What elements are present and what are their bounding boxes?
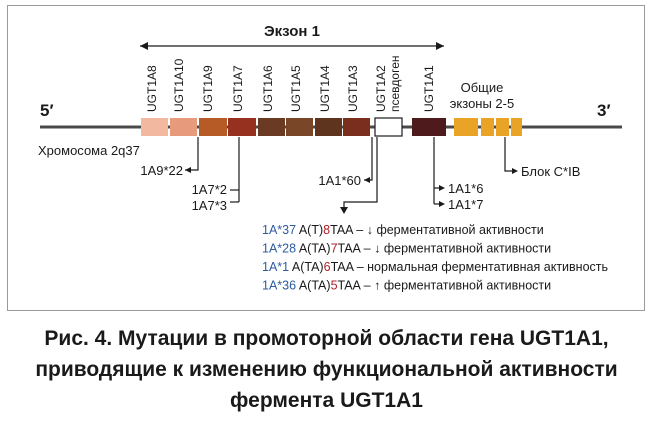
common-exons-label-line1: Общие (461, 80, 504, 95)
exon-box-ugt1a8 (141, 118, 168, 136)
common-exon-box-5 (511, 118, 522, 136)
exon-box-ugt1a10 (170, 118, 197, 136)
label-1a7-3: 1A7*3 (192, 198, 227, 213)
variant-allele: 1A*1 (262, 260, 292, 274)
variant-repeat-number: 5 (331, 279, 338, 293)
mutation-labels: 1A9*22 1A7*2 1A7*3 1A1*60 1A1*6 1A1*7 Бл… (140, 163, 580, 213)
label-1a7-2: 1A7*2 (192, 182, 227, 197)
variant-description: нормальная ферментативная активность (367, 260, 608, 274)
gene-label-ugt1a7: UGT1A7 (231, 65, 245, 112)
variant-suffix: TAA – (330, 223, 367, 237)
variant-description: ферментативной активности (384, 242, 551, 256)
variant-suffix: TAA – (338, 242, 375, 256)
variant-arrow-icon: ↓ (367, 223, 377, 237)
exon-box-ugt1a3 (343, 118, 370, 136)
exon-box-ugt1a1 (412, 118, 446, 136)
arrowhead-icon (512, 168, 518, 174)
common-exon-box-4 (496, 118, 509, 136)
arrowhead-icon (340, 207, 348, 214)
arrowhead-icon (439, 185, 445, 191)
variant-allele: 1A*37 (262, 223, 299, 237)
exon1-boxes (141, 117, 446, 137)
caption-line-2: приводящие к изменению функциональной ак… (35, 358, 618, 381)
common-exons-label-line2: экзоны 2-5 (450, 96, 514, 111)
gene-label-ugt1a3: UGT1A3 (346, 65, 360, 112)
exon1-label: Экзон 1 (264, 23, 320, 40)
label-1a1-60: 1A1*60 (318, 173, 361, 188)
gene-labels: UGT1A8 UGT1A10 UGT1A9 UGT1A7 UGT1A6 UGT1A5 UGT… (145, 58, 436, 112)
exon-box-ugt1a6 (258, 118, 285, 136)
variant-prefix: A(TA) (299, 279, 331, 293)
variant-prefix: A(TA) (299, 242, 331, 256)
caption-line-1: Рис. 4. Мутации в промоторной области ге… (44, 327, 609, 350)
label-1a1-6: 1A1*6 (448, 181, 483, 196)
variant-prefix: A(T) (299, 223, 323, 237)
exon-box-ugt1a4 (315, 118, 342, 136)
gene-label-ugt1a5: UGT1A5 (289, 65, 303, 112)
three-prime-end: 3′ (597, 101, 611, 120)
gene-label-ugt1a1: UGT1A1 (422, 65, 436, 112)
variant-allele: 1A*36 (262, 279, 299, 293)
variant-row: 1A*1 A(TA)6TAA – нормальная ферментативн… (262, 260, 608, 274)
label-1a1-7: 1A1*7 (448, 197, 483, 212)
variant-row: 1A*28 A(TA)7TAA – ↓ ферментативной актив… (262, 242, 551, 256)
variant-allele: 1A*28 (262, 242, 299, 256)
variant-repeat-number: 7 (331, 242, 338, 256)
arrow-left-icon (140, 42, 148, 50)
gene-label-ugt1a9: UGT1A9 (201, 65, 215, 112)
exon-box-ugt1a9 (199, 118, 227, 136)
gene-label-ugt1a4: UGT1A4 (318, 65, 332, 112)
label-block: Блок C*IB (521, 164, 580, 179)
arrowhead-icon (364, 177, 370, 183)
variant-repeat-number: 8 (323, 223, 330, 237)
five-prime-end: 5′ (40, 101, 54, 120)
variant-arrow-icon: ↑ (374, 279, 384, 293)
exon-box-ugt1a5 (286, 118, 313, 136)
common-exon-box-3 (481, 118, 494, 136)
pseudogene-label: псевдоген (388, 55, 402, 112)
caption-line-3: фермента UGT1A1 (230, 389, 423, 412)
label-1a9-22: 1A9*22 (140, 163, 183, 178)
variant-description: ферментативной активности (384, 279, 551, 293)
figure-caption: Рис. 4. Мутации в промоторной области ге… (0, 323, 653, 416)
arrowhead-icon (185, 167, 191, 173)
common-exon-box-2 (454, 118, 478, 136)
gene-label-ugt1a8: UGT1A8 (145, 65, 159, 112)
variant-repeat-number: 6 (324, 260, 331, 274)
gene-label-ugt1a6: UGT1A6 (261, 65, 275, 112)
common-exons (454, 118, 522, 136)
exon1-span (140, 42, 444, 50)
arrow-right-icon (436, 42, 444, 50)
variant-arrow-icon: ↓ (374, 242, 384, 256)
exon-box-ugt1a7 (228, 118, 256, 136)
gene-label-ugt1a2: UGT1A2 (374, 65, 388, 112)
variant-suffix: TAA – (331, 260, 368, 274)
arrowhead-icon (439, 201, 445, 207)
variant-suffix: TAA – (338, 279, 375, 293)
variant-list: 1A*37 A(T)8TAA – ↓ ферментативной активн… (262, 223, 608, 293)
diagram-frame (7, 5, 645, 311)
pointer-arrowheads (185, 167, 518, 214)
variant-prefix: A(TA) (292, 260, 324, 274)
exon-box-ugt1a2 (374, 117, 403, 137)
variant-description: ферментативной активности (376, 223, 543, 237)
variant-row: 1A*37 A(T)8TAA – ↓ ферментативной активн… (262, 223, 544, 237)
chromosome-label: Хромосома 2q37 (38, 143, 140, 158)
variant-row: 1A*36 A(TA)5TAA – ↑ ферментативной актив… (262, 279, 551, 293)
gene-label-ugt1a10: UGT1A10 (172, 58, 186, 112)
